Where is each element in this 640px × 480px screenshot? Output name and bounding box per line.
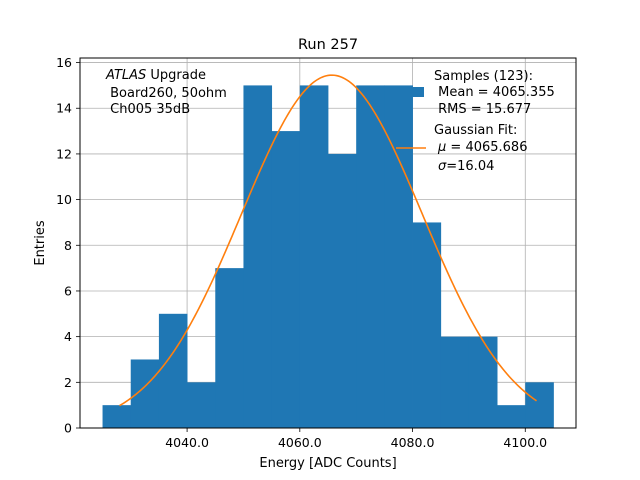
histogram-bar — [468, 336, 498, 428]
histogram-bar — [130, 359, 160, 428]
histogram-bar — [440, 336, 470, 428]
histogram-bar — [356, 85, 385, 428]
annotation-upgrade-label: Upgrade — [146, 68, 206, 83]
y-axis-label: Entries — [33, 220, 48, 266]
gaussian-fit-curve — [119, 74, 538, 407]
legend: Samples (123): Mean = 4065.355 RMS = 15.… — [396, 69, 555, 174]
mu-value: = 4065.686 — [446, 140, 527, 155]
legend-samples-mean: Mean = 4065.355 — [434, 85, 555, 100]
y-tick-label: 10 — [56, 192, 72, 207]
y-tick-label: 8 — [64, 238, 72, 253]
atlas-italic-label: ATLAS — [105, 68, 146, 83]
histogram-bars — [102, 85, 554, 429]
legend-fit-sigma: σ=16.04 — [438, 159, 494, 174]
y-tick-label: 0 — [64, 421, 72, 436]
axis-ticks: 4040.0 4060.0 4080.0 4100.0 0 2 4 6 8 10 12 14 16 — [56, 55, 547, 450]
y-tick-label: 14 — [56, 101, 72, 116]
histogram-bar — [158, 313, 188, 428]
chart-title: Run 257 — [298, 37, 358, 53]
y-tick-label: 6 — [64, 283, 72, 298]
sigma-symbol: σ — [438, 159, 447, 174]
y-tick-label: 2 — [64, 375, 72, 390]
histogram-bar — [271, 131, 301, 428]
histogram-bar — [215, 268, 244, 428]
x-tick-label: 4100.0 — [503, 435, 547, 450]
annotation-line-1: ATLAS Upgrade — [105, 68, 206, 83]
histogram-bar — [243, 85, 273, 428]
x-tick-label: 4040.0 — [165, 435, 209, 450]
legend-samples-rms: RMS = 15.677 — [434, 102, 531, 117]
histogram-bar — [328, 153, 357, 429]
mu-symbol: μ — [437, 140, 446, 155]
histogram-bar — [187, 382, 216, 428]
y-tick-label: 16 — [56, 55, 72, 70]
legend-samples-swatch — [398, 87, 424, 97]
histogram-bar — [102, 405, 132, 428]
sigma-value: =16.04 — [446, 159, 494, 174]
histogram-bar — [412, 222, 442, 428]
y-tick-label: 12 — [56, 146, 72, 161]
legend-fit-label: Gaussian Fit: — [434, 123, 517, 138]
annotation-line-3: Ch005 35dB — [106, 102, 190, 117]
histogram-bar — [497, 405, 526, 428]
histogram-bar — [525, 382, 554, 428]
histogram-bar — [299, 85, 329, 428]
legend-samples-label: Samples (123): — [434, 69, 533, 84]
x-axis-label: Energy [ADC Counts] — [259, 456, 396, 471]
legend-fit-mu: μ = 4065.686 — [437, 140, 527, 155]
plot-frame — [79, 57, 577, 429]
x-tick-label: 4060.0 — [278, 435, 322, 450]
x-tick-label: 4080.0 — [391, 435, 435, 450]
annotation-line-2: Board260, 50ohm — [106, 86, 227, 101]
histogram-bar — [384, 85, 413, 428]
atlas-annotation: ATLAS Upgrade Board260, 50ohm Ch005 35dB — [105, 68, 227, 117]
y-tick-label: 4 — [64, 329, 72, 344]
